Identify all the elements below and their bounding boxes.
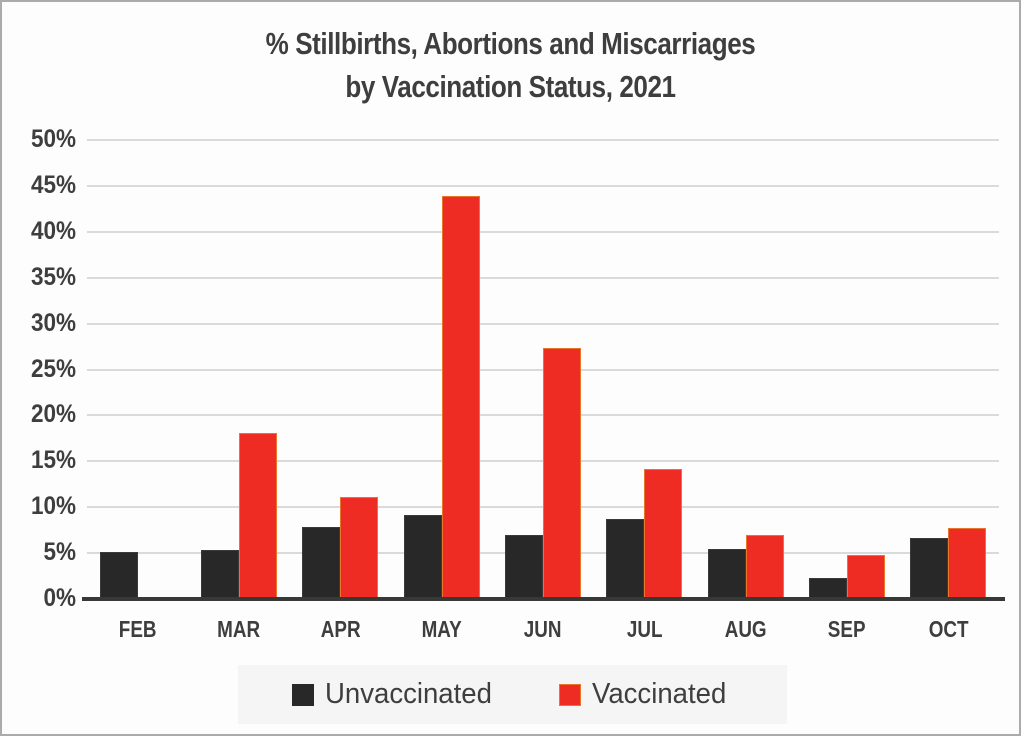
- y-axis: 50% 45% 40% 35% 30% 25% 20% 15% 10% 5% 0%: [2, 125, 76, 612]
- bar-vaccinated-sep: [846, 554, 885, 599]
- y-tick-label-0: 0%: [43, 584, 76, 612]
- chart-title-line-1: % Stillbirths, Abortions and Miscarriage…: [265, 26, 756, 61]
- y-tick-label-30: 30%: [30, 308, 76, 337]
- x-axis-label-oct: OCT: [928, 616, 969, 642]
- bar-vaccinated-oct: [948, 528, 987, 599]
- x-axis-label-mar: MAR: [217, 616, 261, 642]
- bar-vaccinated-apr: [340, 497, 379, 599]
- bar-group-jun: [492, 140, 593, 599]
- gridline-45: [87, 184, 999, 187]
- gridline-35: [87, 276, 999, 279]
- x-axis-label-may: MAY: [421, 616, 462, 642]
- chart-title-line-2: by Vaccination Status, 2021: [345, 69, 676, 104]
- y-tick-label-35: 35%: [30, 262, 76, 291]
- bar-group-mar: [188, 140, 289, 599]
- y-tick-label-25: 25%: [30, 354, 76, 383]
- bar-group-sep: [796, 140, 897, 599]
- gridline-50: [87, 139, 999, 141]
- bar-unvaccinated-apr: [302, 527, 341, 599]
- bar-unvaccinated-jul: [606, 519, 645, 599]
- bar-vaccinated-may: [441, 196, 480, 599]
- bar-group-jul: [594, 140, 695, 599]
- bar-unvaccinated-feb: [99, 552, 138, 599]
- bar-vaccinated-jun: [542, 348, 581, 599]
- bar-series-container: [87, 140, 999, 599]
- legend-swatch-unvaccinated: [291, 683, 314, 706]
- bar-group-may: [391, 140, 492, 599]
- x-axis-label-jul: JUL: [626, 616, 663, 642]
- bar-group-feb: [87, 140, 188, 599]
- bar-unvaccinated-may: [403, 515, 442, 599]
- bar-unvaccinated-oct: [910, 538, 949, 599]
- bar-unvaccinated-aug: [707, 548, 746, 599]
- x-axis-line: [82, 597, 1005, 601]
- bar-vaccinated-mar: [238, 432, 277, 599]
- bar-vaccinated-aug: [745, 534, 784, 599]
- x-axis-label-apr: APR: [320, 616, 361, 642]
- legend-item-vaccinated: Vaccinated: [558, 678, 733, 711]
- x-axis-labels: FEB MAR APR MAY JUN JUL AUG SEP OCT: [87, 611, 999, 647]
- y-tick-label-5: 5%: [43, 538, 76, 567]
- bar-unvaccinated-jun: [504, 534, 543, 599]
- bar-vaccinated-jul: [644, 468, 683, 599]
- chart-title: % Stillbirths, Abortions and Miscarriage…: [83, 22, 937, 108]
- legend-swatch-vaccinated: [558, 683, 581, 706]
- plot-area: [82, 139, 1005, 601]
- gridline-30: [87, 322, 999, 325]
- bar-unvaccinated-sep: [808, 577, 847, 599]
- x-axis-label-jun: JUN: [524, 616, 562, 642]
- bar-group-aug: [695, 140, 796, 599]
- y-tick-label-45: 45%: [30, 170, 76, 199]
- y-tick-label-15: 15%: [30, 446, 76, 475]
- y-tick-label-10: 10%: [30, 492, 76, 521]
- bar-unvaccinated-mar: [200, 550, 239, 599]
- y-tick-label-40: 40%: [30, 216, 76, 245]
- legend-label-vaccinated: Vaccinated: [591, 678, 726, 710]
- x-axis-label-aug: AUG: [724, 616, 767, 642]
- legend-item-unvaccinated: Unvaccinated: [291, 678, 501, 711]
- y-tick-label-50: 50%: [30, 125, 76, 153]
- bar-group-oct: [898, 140, 999, 599]
- chart-legend: Unvaccinated Vaccinated: [238, 665, 787, 724]
- legend-label-unvaccinated: Unvaccinated: [324, 678, 492, 710]
- y-tick-label-20: 20%: [30, 400, 76, 429]
- x-axis-label-feb: FEB: [118, 616, 157, 642]
- bar-group-apr: [290, 140, 391, 599]
- x-axis-label-sep: SEP: [828, 616, 866, 642]
- gridline-40: [87, 230, 999, 233]
